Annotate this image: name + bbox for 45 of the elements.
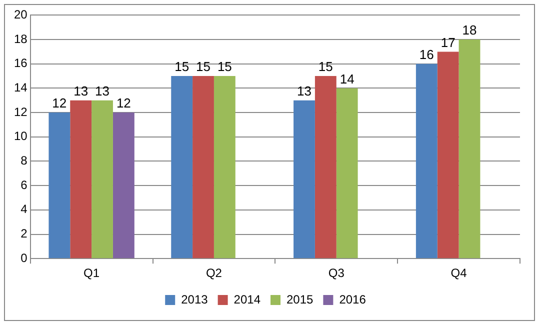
data-label: 17 <box>440 34 456 50</box>
data-label: 12 <box>52 96 67 111</box>
y-tick-label: 10 <box>14 129 28 144</box>
y-tick-label: 18 <box>14 32 28 46</box>
bar <box>112 112 134 258</box>
bar <box>437 52 459 258</box>
legend-label: 2014 <box>234 292 261 306</box>
data-label: 15 <box>318 59 333 74</box>
bar <box>458 40 480 258</box>
bar <box>314 76 336 258</box>
bar <box>192 76 214 258</box>
y-tick-label: 12 <box>14 104 28 119</box>
data-label: 16 <box>419 46 434 62</box>
y-tick-label: 16 <box>14 56 28 70</box>
data-label: 15 <box>217 59 232 74</box>
data-label: 15 <box>196 59 210 74</box>
bar <box>336 88 358 258</box>
bar <box>294 100 315 258</box>
x-tick-label: Q3 <box>328 266 345 280</box>
y-tick-label: 2 <box>20 226 28 241</box>
x-tick-label: Q2 <box>206 266 222 280</box>
data-label: 12 <box>116 96 131 111</box>
y-tick-label: 8 <box>20 154 28 168</box>
bar <box>92 100 113 258</box>
bar <box>214 76 236 258</box>
y-tick-label: 4 <box>20 202 28 216</box>
x-tick-label: Q4 <box>450 266 468 280</box>
data-label: 13 <box>297 83 312 98</box>
data-label: 14 <box>340 71 354 86</box>
bar <box>416 64 438 258</box>
legend-label: 2016 <box>339 292 366 306</box>
y-tick-label: 20 <box>14 8 28 22</box>
bar <box>70 100 92 258</box>
legend-label: 2015 <box>286 292 314 306</box>
legend-label: 2013 <box>181 292 208 306</box>
data-label: 15 <box>174 59 190 74</box>
y-tick-label: 6 <box>20 178 28 192</box>
y-tick-label: 14 <box>14 80 28 95</box>
bar <box>171 76 193 258</box>
x-tick-label: Q1 <box>84 266 100 280</box>
data-label: 13 <box>95 83 110 98</box>
y-tick-label: 0 <box>20 250 28 265</box>
bar <box>48 112 70 258</box>
data-label: 13 <box>74 83 88 98</box>
data-label: 18 <box>462 22 477 38</box>
